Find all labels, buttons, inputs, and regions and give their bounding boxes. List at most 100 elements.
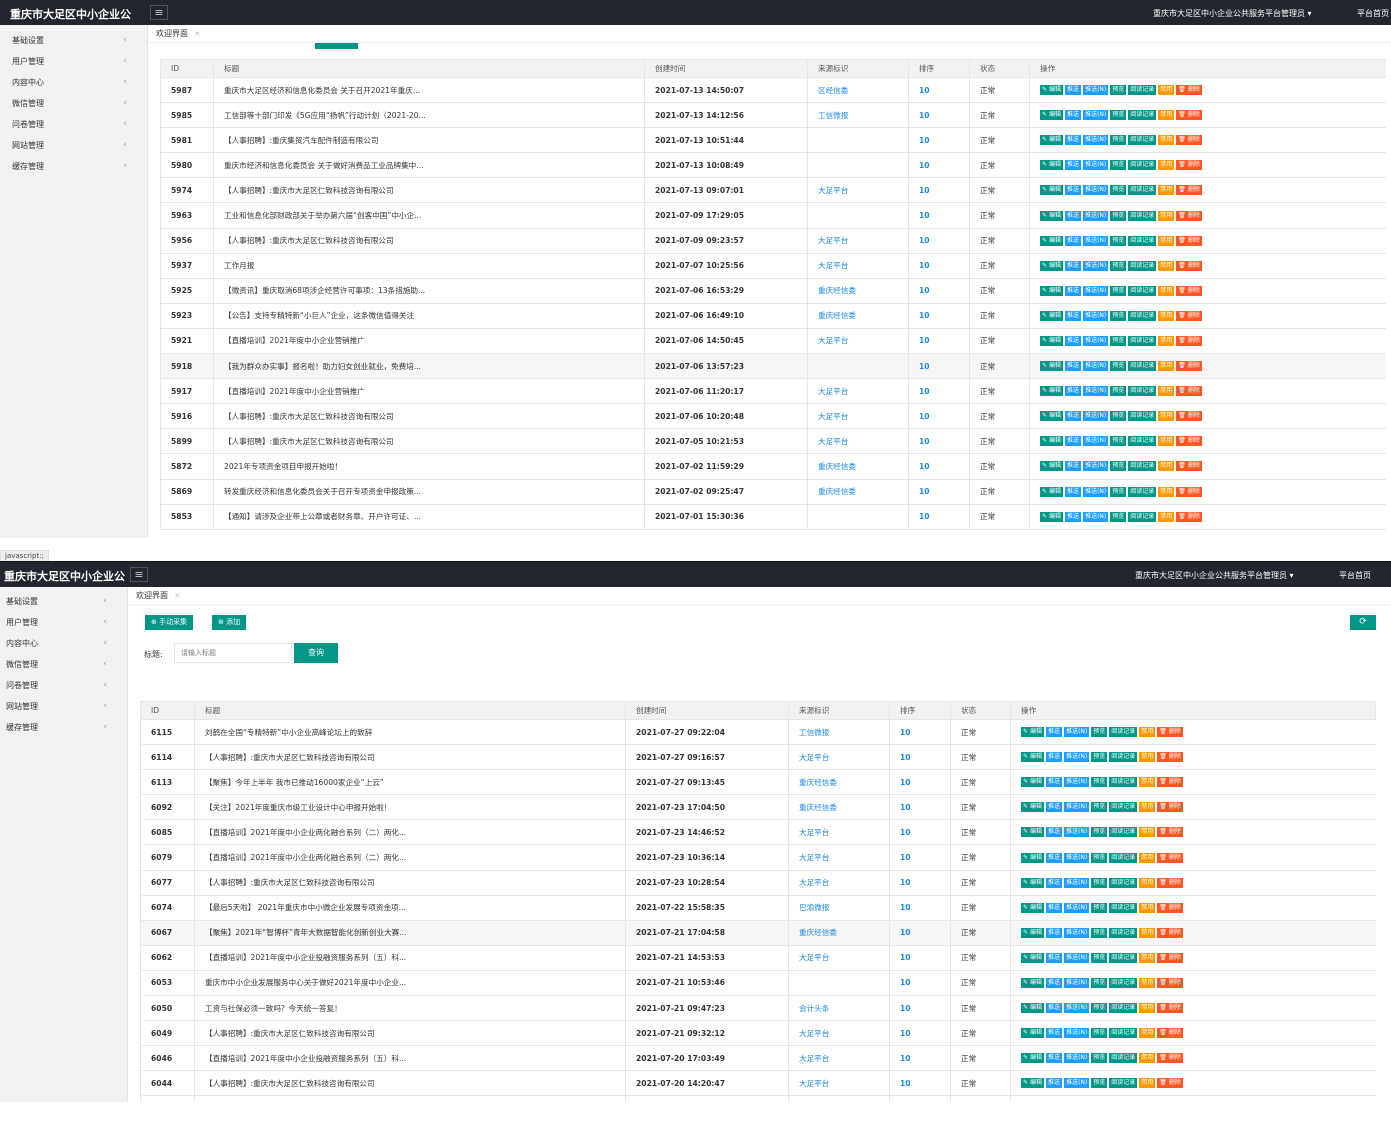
cell-source[interactable]: 大足平台 <box>788 1045 890 1072</box>
table-row[interactable]: 5985 工信部等十部门印发《5G应用“扬帆”行动计划（2021-20... 202… <box>160 102 1386 129</box>
delete-button[interactable]: 🗑 删除 <box>1157 827 1183 838</box>
push-n-button[interactable]: 推送(N) <box>1064 827 1090 838</box>
cell-source[interactable]: 大足平台 <box>788 945 890 971</box>
edit-button[interactable]: ✎ 编辑 <box>1021 877 1045 888</box>
col-header-title[interactable]: 标题 <box>213 59 645 78</box>
search-input[interactable] <box>174 643 292 663</box>
col-header-time[interactable]: 创建时间 <box>625 701 789 720</box>
disable-button[interactable]: 禁用 <box>1139 877 1156 888</box>
disable-button[interactable]: 禁用 <box>1158 361 1175 372</box>
cell-source[interactable]: 大足平台 <box>807 253 909 279</box>
push-n-button[interactable]: 推送(N) <box>1083 335 1109 346</box>
read-log-button[interactable]: 阅读记录 <box>1128 461 1157 472</box>
cell-title[interactable]: 【人事招聘】:重庆市大足区仁致科技咨询有限公司 <box>213 228 645 254</box>
edit-button[interactable]: ✎ 编辑 <box>1040 461 1064 472</box>
cell-source[interactable]: 区经信委 <box>807 77 909 104</box>
read-log-button[interactable]: 阅读记录 <box>1109 1078 1138 1089</box>
edit-button[interactable]: ✎ 编辑 <box>1040 135 1064 146</box>
delete-button[interactable]: 🗑 删除 <box>1157 902 1183 913</box>
preview-button[interactable]: 预览 <box>1110 160 1127 171</box>
push-n-button[interactable]: 推送(N) <box>1083 160 1109 171</box>
read-log-button[interactable]: 阅读记录 <box>1128 135 1157 146</box>
edit-button[interactable]: ✎ 编辑 <box>1040 185 1064 196</box>
disable-button[interactable]: 禁用 <box>1139 752 1156 763</box>
close-icon[interactable]: × <box>194 29 201 38</box>
disable-button[interactable]: 禁用 <box>1158 386 1175 397</box>
table-row[interactable]: 6046 【直播培训】2021年度中小企业投融资服务系列（五）科... 2021-0… <box>140 1045 1376 1072</box>
table-row[interactable]: 5916 【人事招聘】:重庆市大足区仁致科技咨询有限公司 2021-07-06 10… <box>160 403 1386 430</box>
preview-button[interactable]: 预览 <box>1110 411 1127 422</box>
delete-button[interactable]: 🗑 删除 <box>1176 461 1202 472</box>
delete-button[interactable]: 🗑 删除 <box>1157 977 1183 988</box>
cell-title[interactable]: 重庆市中小企业发展服务中心关于做好2021年度中小企业... <box>194 1095 626 1102</box>
cell-title[interactable]: 转发重庆经济和信息化委员会关于召开专项资金申报政策... <box>213 479 645 505</box>
push-button[interactable]: 推送 <box>1065 386 1082 397</box>
disable-button[interactable]: 禁用 <box>1139 977 1156 988</box>
cell-source[interactable]: 重庆经信委 <box>807 303 909 329</box>
cell-title[interactable]: 【最后5天啦】 2021年重庆市中小微企业发展专项资金项... <box>194 895 626 921</box>
push-button[interactable]: 推送 <box>1065 436 1082 447</box>
cell-title[interactable]: 【关注】2021年度重庆市级工业设计中心申报开始啦！ <box>194 794 626 821</box>
preview-button[interactable]: 预览 <box>1110 210 1127 221</box>
push-button[interactable]: 推送 <box>1065 310 1082 321</box>
preview-button[interactable]: 预览 <box>1091 827 1108 838</box>
edit-button[interactable]: ✎ 编辑 <box>1040 310 1064 321</box>
cell-title[interactable]: 【人事招聘】:重庆市大足区仁致科技咨询有限公司 <box>194 1020 626 1047</box>
push-n-button[interactable]: 推送(N) <box>1083 386 1109 397</box>
delete-button[interactable]: 🗑 删除 <box>1157 802 1183 813</box>
disable-button[interactable]: 禁用 <box>1158 210 1175 221</box>
read-log-button[interactable]: 阅读记录 <box>1128 486 1157 497</box>
table-row[interactable]: 6044 【人事招聘】:重庆市大足区仁致科技咨询有限公司 2021-07-20 14… <box>140 1070 1376 1097</box>
table-row[interactable]: 6074 【最后5天啦】 2021年重庆市中小微企业发展专项资金项... 2021-… <box>140 895 1376 921</box>
read-log-button[interactable]: 阅读记录 <box>1109 952 1138 963</box>
push-n-button[interactable]: 推送(N) <box>1083 486 1109 497</box>
push-n-button[interactable]: 推送(N) <box>1064 952 1090 963</box>
edit-button[interactable]: ✎ 编辑 <box>1040 260 1064 271</box>
delete-button[interactable]: 🗑 删除 <box>1176 511 1202 522</box>
preview-button[interactable]: 预览 <box>1091 952 1108 963</box>
delete-button[interactable]: 🗑 删除 <box>1176 386 1202 397</box>
edit-button[interactable]: ✎ 编辑 <box>1040 160 1064 171</box>
read-log-button[interactable]: 阅读记录 <box>1128 160 1157 171</box>
delete-button[interactable]: 🗑 删除 <box>1157 1028 1183 1039</box>
cell-source[interactable] <box>807 353 909 380</box>
push-button[interactable]: 推送 <box>1065 135 1082 146</box>
cell-source[interactable]: 大足平台 <box>807 403 909 430</box>
read-log-button[interactable]: 阅读记录 <box>1128 210 1157 221</box>
edit-button[interactable]: ✎ 编辑 <box>1040 411 1064 422</box>
push-n-button[interactable]: 推送(N) <box>1064 1028 1090 1039</box>
admin-user-menu[interactable]: 重庆市大足区中小企业公共服务平台管理员 ▾ <box>1153 9 1312 18</box>
table-row[interactable]: 6114 【人事招聘】:重庆市大足区仁致科技咨询有限公司 2021-07-27 09… <box>140 744 1376 771</box>
push-button[interactable]: 推送 <box>1046 827 1063 838</box>
table-row[interactable]: 5917 【直播培训】2021年度中小企业营销推广 2021-07-06 11:20… <box>160 378 1386 405</box>
sidebar-item[interactable]: 微信管理 ‹ <box>0 93 147 114</box>
edit-button[interactable]: ✎ 编辑 <box>1021 902 1045 913</box>
disable-button[interactable]: 禁用 <box>1139 902 1156 913</box>
cell-source[interactable]: 大足平台 <box>807 228 909 254</box>
table-row[interactable]: 6079 【直播培训】2021年度中小企业两化融合系列（二）两化... 2021-0… <box>140 844 1376 871</box>
push-n-button[interactable]: 推送(N) <box>1083 361 1109 372</box>
read-log-button[interactable]: 阅读记录 <box>1128 335 1157 346</box>
tab-welcome[interactable]: 欢迎界面 × <box>156 25 201 43</box>
preview-button[interactable]: 预览 <box>1110 260 1127 271</box>
table-row[interactable]: 5937 工作月报 2021-07-07 10:25:56 大足平台 10 正常 ✎ 编辑 推送… <box>160 253 1386 279</box>
disable-button[interactable]: 禁用 <box>1139 1078 1156 1089</box>
read-log-button[interactable]: 阅读记录 <box>1109 802 1138 813</box>
cell-source[interactable]: 重庆经信委 <box>807 479 909 505</box>
push-n-button[interactable]: 推送(N) <box>1064 752 1090 763</box>
delete-button[interactable]: 🗑 删除 <box>1157 777 1183 788</box>
disable-button[interactable]: 禁用 <box>1158 511 1175 522</box>
delete-button[interactable]: 🗑 删除 <box>1176 235 1202 246</box>
delete-button[interactable]: 🗑 删除 <box>1157 877 1183 888</box>
edit-button[interactable]: ✎ 编辑 <box>1021 977 1045 988</box>
cell-source[interactable]: 重庆经信委 <box>807 278 909 304</box>
cell-title[interactable]: 2021年专项资金项目申报开始啦！ <box>213 453 645 480</box>
read-log-button[interactable]: 阅读记录 <box>1109 902 1138 913</box>
read-log-button[interactable]: 阅读记录 <box>1128 260 1157 271</box>
edit-button[interactable]: ✎ 编辑 <box>1021 1053 1045 1064</box>
disable-button[interactable]: 禁用 <box>1158 335 1175 346</box>
push-n-button[interactable]: 推送(N) <box>1083 310 1109 321</box>
preview-button[interactable]: 预览 <box>1110 85 1127 96</box>
preview-button[interactable]: 预览 <box>1110 135 1127 146</box>
push-n-button[interactable]: 推送(N) <box>1064 727 1090 738</box>
